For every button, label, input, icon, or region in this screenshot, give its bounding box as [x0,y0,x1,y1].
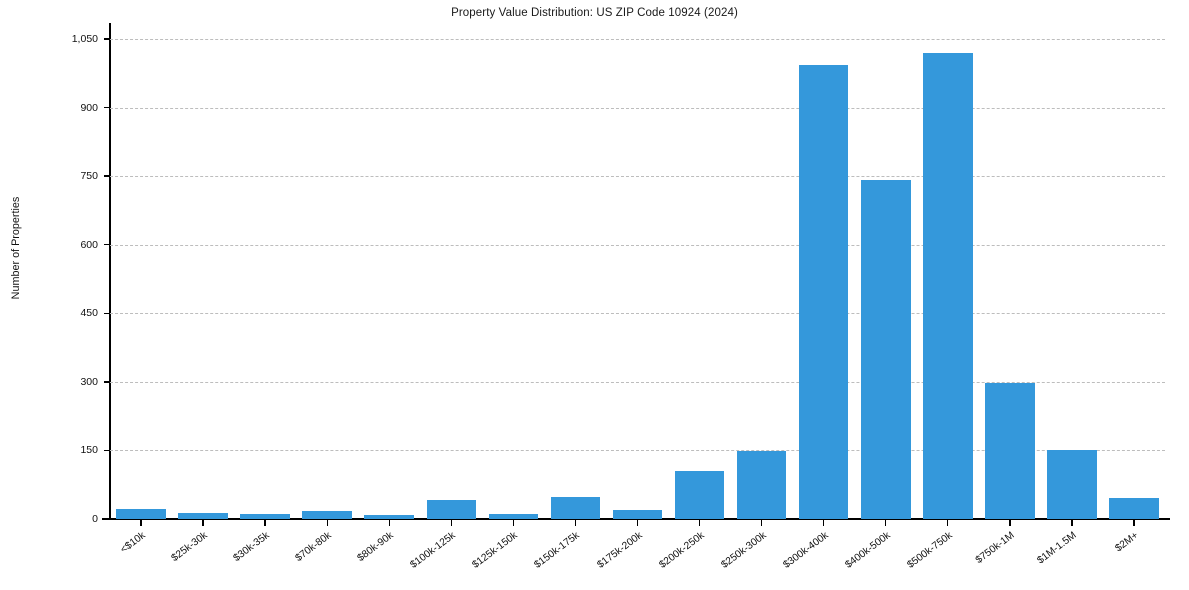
bar[interactable] [860,179,911,519]
y-tick-label: 1,050 [71,33,98,45]
x-tick-label: $125k-150k [470,530,520,571]
x-tick-label: $100k-125k [408,530,458,571]
x-tick-mark [947,520,949,526]
x-tick-mark [140,520,142,526]
y-tick-mark [104,312,109,314]
x-axis-line [102,518,1170,520]
x-tick-mark [1009,520,1011,526]
x-tick-label: $175k-200k [594,530,645,571]
y-tick-label: 300 [80,375,98,388]
y-gridline [110,313,1165,315]
y-tick-mark [104,518,109,520]
y-gridline [110,107,1165,109]
plot-area [104,38,1165,520]
y-tick-mark [104,38,109,40]
x-tick-label: $300k-400k [781,530,831,571]
x-tick-label: $250k-300k [719,530,769,571]
y-tick-label: 900 [80,101,98,114]
chart-title: Property Value Distribution: US ZIP Code… [451,7,738,19]
x-tick-label: $750k-1M [973,530,1017,567]
x-tick-mark [698,520,701,526]
y-tick-mark [104,244,109,246]
bar[interactable] [1047,449,1097,519]
x-tick-mark [202,520,204,526]
bar[interactable] [426,500,477,519]
y-tick-label: 450 [80,307,98,320]
x-tick-mark [636,520,639,526]
x-tick-mark [264,520,266,526]
y-tick-label: 150 [80,444,98,457]
y-tick-mark [104,106,109,109]
bar[interactable] [240,513,290,519]
x-tick-label: $2M+ [1113,530,1141,555]
bar[interactable] [798,64,849,519]
x-tick-mark [574,520,577,526]
x-tick-mark [885,520,887,526]
y-tick-label: 750 [80,170,98,183]
x-tick-label: $1M-1.5M [1035,530,1079,567]
x-tick-label: $200k-250k [657,530,707,571]
bar[interactable] [116,508,166,519]
x-tick-label: $80k-90k [355,530,396,565]
bar[interactable] [364,514,415,519]
y-gridline [110,244,1165,246]
y-tick-mark [104,449,109,452]
bar[interactable] [985,383,1035,519]
bar[interactable] [550,497,601,519]
bar[interactable] [1109,497,1159,519]
x-tick-label: $25k-30k [169,530,210,565]
x-tick-label: $150k-175k [532,530,583,571]
y-tick-label: 0 [92,513,98,525]
x-tick-mark [1133,520,1135,526]
x-tick-label: $400k-500k [843,530,893,571]
y-gridline [110,176,1165,178]
y-gridline [110,381,1165,383]
bar[interactable] [922,53,973,519]
bar[interactable] [488,513,539,519]
bar[interactable] [302,510,353,519]
x-tick-mark [760,520,763,526]
y-gridline [110,450,1165,452]
bar[interactable] [178,512,228,519]
bar[interactable] [736,451,787,519]
y-gridline [110,39,1165,40]
x-tick-mark [450,520,452,526]
x-tick-mark [388,520,390,526]
y-tick-mark [104,381,109,383]
bar[interactable] [612,509,663,519]
y-tick-label: 600 [80,238,98,251]
x-tick-mark [822,520,825,526]
x-tick-mark [326,520,328,526]
y-axis-ticks: 0 150 300 450 600 750 900 1,050 [0,33,98,525]
y-axis-line [109,23,111,520]
bar-series [110,39,1165,519]
bar[interactable] [674,471,725,519]
y-tick-mark [104,175,109,177]
x-tick-label: $30k-35k [231,530,272,565]
x-tick-label: $500k-750k [905,530,955,571]
x-tick-mark [1071,520,1073,526]
x-tick-label: <$10k [118,530,148,556]
x-tick-label: $70k-80k [293,530,334,565]
x-tick-mark [512,520,515,526]
